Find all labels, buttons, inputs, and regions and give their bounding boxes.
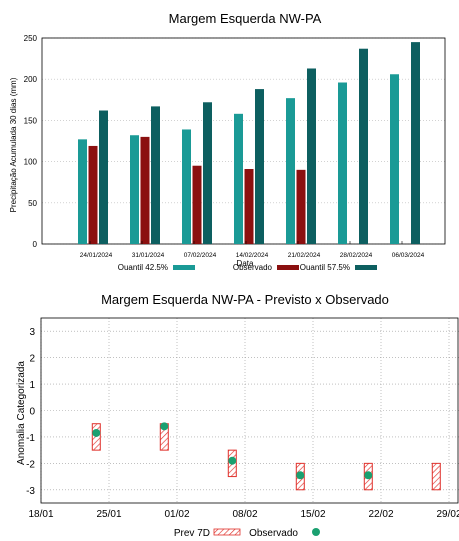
chart1-xtick-label: 06/03/2024: [392, 252, 425, 259]
chart1-title: Margem Esquerda NW-PA: [169, 11, 322, 26]
chart1-ytick-label: 200: [24, 75, 38, 84]
chart1-bar: [255, 89, 264, 244]
chart1-xtick-label: 14/02/2024: [236, 252, 269, 259]
chart2-title: Margem Esquerda NW-PA - Previsto x Obser…: [101, 292, 389, 307]
chart1-legend-swatch: [173, 265, 195, 270]
chart2-legend-swatch: [213, 528, 241, 536]
chart2-xtick-label: 22/02: [368, 509, 393, 520]
chart1-xlabel: Data: [237, 259, 254, 268]
chart2-observed-point: [296, 471, 305, 480]
chart2-legend-label: Prev 7D: [174, 528, 210, 539]
chart2-observed-point: [364, 471, 373, 480]
chart2-xtick-label: 18/01: [28, 509, 53, 520]
chart2-ytick-label: -2: [26, 459, 35, 470]
chart1-bar: [182, 129, 191, 244]
chart2-ytick-label: 2: [29, 354, 35, 365]
chart1-bar: [390, 74, 399, 244]
chart1-legend-label: Quantil 42.5%: [118, 263, 168, 270]
chart1-bar: [296, 169, 306, 244]
chart1-ytick-label: 0: [33, 240, 38, 249]
chart2-observed-point: [92, 428, 101, 437]
chart2-ytick-label: 3: [29, 327, 35, 338]
chart2-observed-point: [228, 456, 237, 465]
chart1-plot-frame: [41, 37, 446, 245]
chart2-ytick-label: -1: [26, 433, 35, 444]
chart2-xtick-label: 01/02: [164, 509, 189, 520]
chart1-ytick-label: 50: [28, 199, 37, 208]
chart1-bar: [78, 139, 87, 244]
chart2-ytick-label: -3: [26, 486, 35, 497]
chart1-bar: [99, 110, 108, 245]
chart1-bar: [307, 68, 316, 244]
chart1-bar: [411, 42, 420, 245]
chart1-bar: [359, 48, 368, 244]
chart2-observed-point: [160, 422, 169, 431]
chart2-legend-swatch: [312, 528, 320, 536]
chart1-xtick-label: 21/02/2024: [288, 252, 321, 259]
chart1-bar: [192, 165, 202, 244]
chart2-plot-frame: [40, 317, 459, 504]
chart1-bar: [203, 102, 212, 244]
chart1-bar: [244, 169, 254, 244]
chart1-legend-label: Observado: [233, 263, 273, 270]
bar-chart-precipitacao: Margem Esquerda NW-PA Precipitação Acumu…: [9, 11, 446, 270]
chart1-legend-swatch: [355, 265, 377, 270]
chart1-xtick-label: 31/01/2024: [132, 252, 165, 259]
chart1-bar: [286, 98, 295, 244]
chart1-ylabel: Precipitação Acumulada 30 dias (mm): [9, 77, 18, 212]
chart1-ytick-label: 150: [24, 116, 38, 125]
chart1-bar: [130, 135, 139, 244]
chart2-xtick-label: 15/02: [300, 509, 325, 520]
scatter-chart-previsto-observado: Margem Esquerda NW-PA - Previsto x Obser…: [16, 292, 459, 539]
chart1-bar: [151, 106, 160, 244]
chart2-legend-label: Observado: [249, 528, 298, 539]
chart1-bar: [234, 113, 243, 244]
chart1-legend-label: Quantil 57.5%: [300, 263, 350, 270]
chart2-xtick-label: 08/02: [232, 509, 257, 520]
chart1-xtick-label: 07/02/2024: [184, 252, 217, 259]
chart1-ytick-label: 250: [24, 34, 38, 43]
chart2-forecast-range: [431, 462, 441, 491]
chart2-ylabel: Anomalia Categorizada: [16, 361, 27, 465]
chart2-xtick-label: 25/01: [96, 509, 121, 520]
chart1-ytick-label: 100: [24, 158, 38, 167]
chart1-legend-swatch: [277, 265, 299, 270]
chart1-bar: [338, 82, 347, 244]
chart1-xtick-label: 24/01/2024: [80, 252, 113, 259]
chart2-ytick-label: 0: [29, 407, 35, 418]
chart1-bar: [140, 136, 150, 244]
chart1-xtick-label: 28/02/2024: [340, 252, 373, 259]
chart1-bar: [88, 145, 98, 244]
chart2-xtick-label: 29/02: [436, 509, 459, 520]
chart2-ytick-label: 1: [29, 380, 35, 391]
